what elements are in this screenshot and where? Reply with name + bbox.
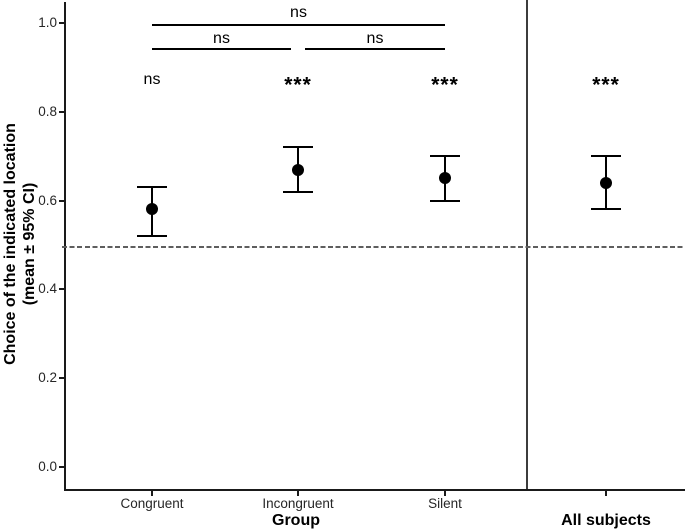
y-axis-tick-label: 0.2 bbox=[38, 370, 57, 386]
mean-point bbox=[439, 172, 451, 185]
y-axis-tick bbox=[59, 110, 65, 113]
significance-vs-chance-label: *** bbox=[284, 73, 312, 97]
ci-lower-cap bbox=[137, 235, 167, 238]
ci-lower-cap bbox=[283, 190, 313, 193]
x-axis-tick bbox=[605, 491, 607, 496]
ci-upper-cap bbox=[591, 155, 621, 158]
y-axis-tick bbox=[59, 199, 65, 202]
y-axis-tick bbox=[59, 466, 65, 468]
comparison-bracket-line bbox=[305, 48, 445, 50]
mean-point bbox=[292, 163, 304, 176]
significance-vs-chance-label: ns bbox=[143, 71, 161, 88]
ci-upper-cap bbox=[283, 146, 313, 149]
x-axis-tick bbox=[297, 491, 299, 496]
comparison-bracket-line bbox=[152, 24, 445, 26]
x-axis-title: Group bbox=[272, 512, 320, 529]
y-axis-tick bbox=[59, 377, 65, 380]
x-axis-tick-label: Incongruent bbox=[262, 496, 334, 511]
comparison-bracket-label: ns bbox=[366, 30, 384, 47]
y-axis-tick-label: 1.0 bbox=[38, 15, 57, 30]
comparison-bracket-line bbox=[152, 48, 291, 50]
ci-upper-cap bbox=[137, 186, 167, 189]
ci-lower-cap bbox=[430, 199, 460, 202]
mean-point bbox=[146, 203, 158, 216]
x-axis-tick bbox=[444, 491, 446, 496]
chance-level-reference-line bbox=[62, 246, 685, 248]
comparison-bracket-label: ns bbox=[213, 30, 230, 47]
ci-lower-cap bbox=[591, 208, 621, 211]
mean-point bbox=[600, 176, 612, 189]
ci-upper-cap bbox=[430, 155, 460, 158]
y-axis-tick-label: 0.4 bbox=[38, 281, 57, 297]
y-axis-tick-label: 0.8 bbox=[38, 103, 57, 119]
panel-separator-line bbox=[526, 0, 528, 489]
x-axis-tick bbox=[151, 491, 153, 496]
y-axis-tick-label: 0.6 bbox=[38, 192, 57, 208]
y-axis-tick bbox=[59, 288, 65, 291]
x-axis-tick-label: Congruent bbox=[120, 496, 184, 511]
y-axis-tick-label: 0.0 bbox=[38, 459, 57, 474]
y-axis-tick bbox=[59, 22, 65, 24]
all-subjects-panel-label: All subjects bbox=[561, 512, 651, 529]
comparison-bracket-label: ns bbox=[290, 4, 307, 21]
x-axis-line bbox=[64, 489, 685, 491]
significance-vs-chance-label: *** bbox=[592, 73, 620, 97]
significance-vs-chance-label: *** bbox=[431, 73, 459, 97]
x-axis-tick-label: Silent bbox=[428, 496, 462, 511]
